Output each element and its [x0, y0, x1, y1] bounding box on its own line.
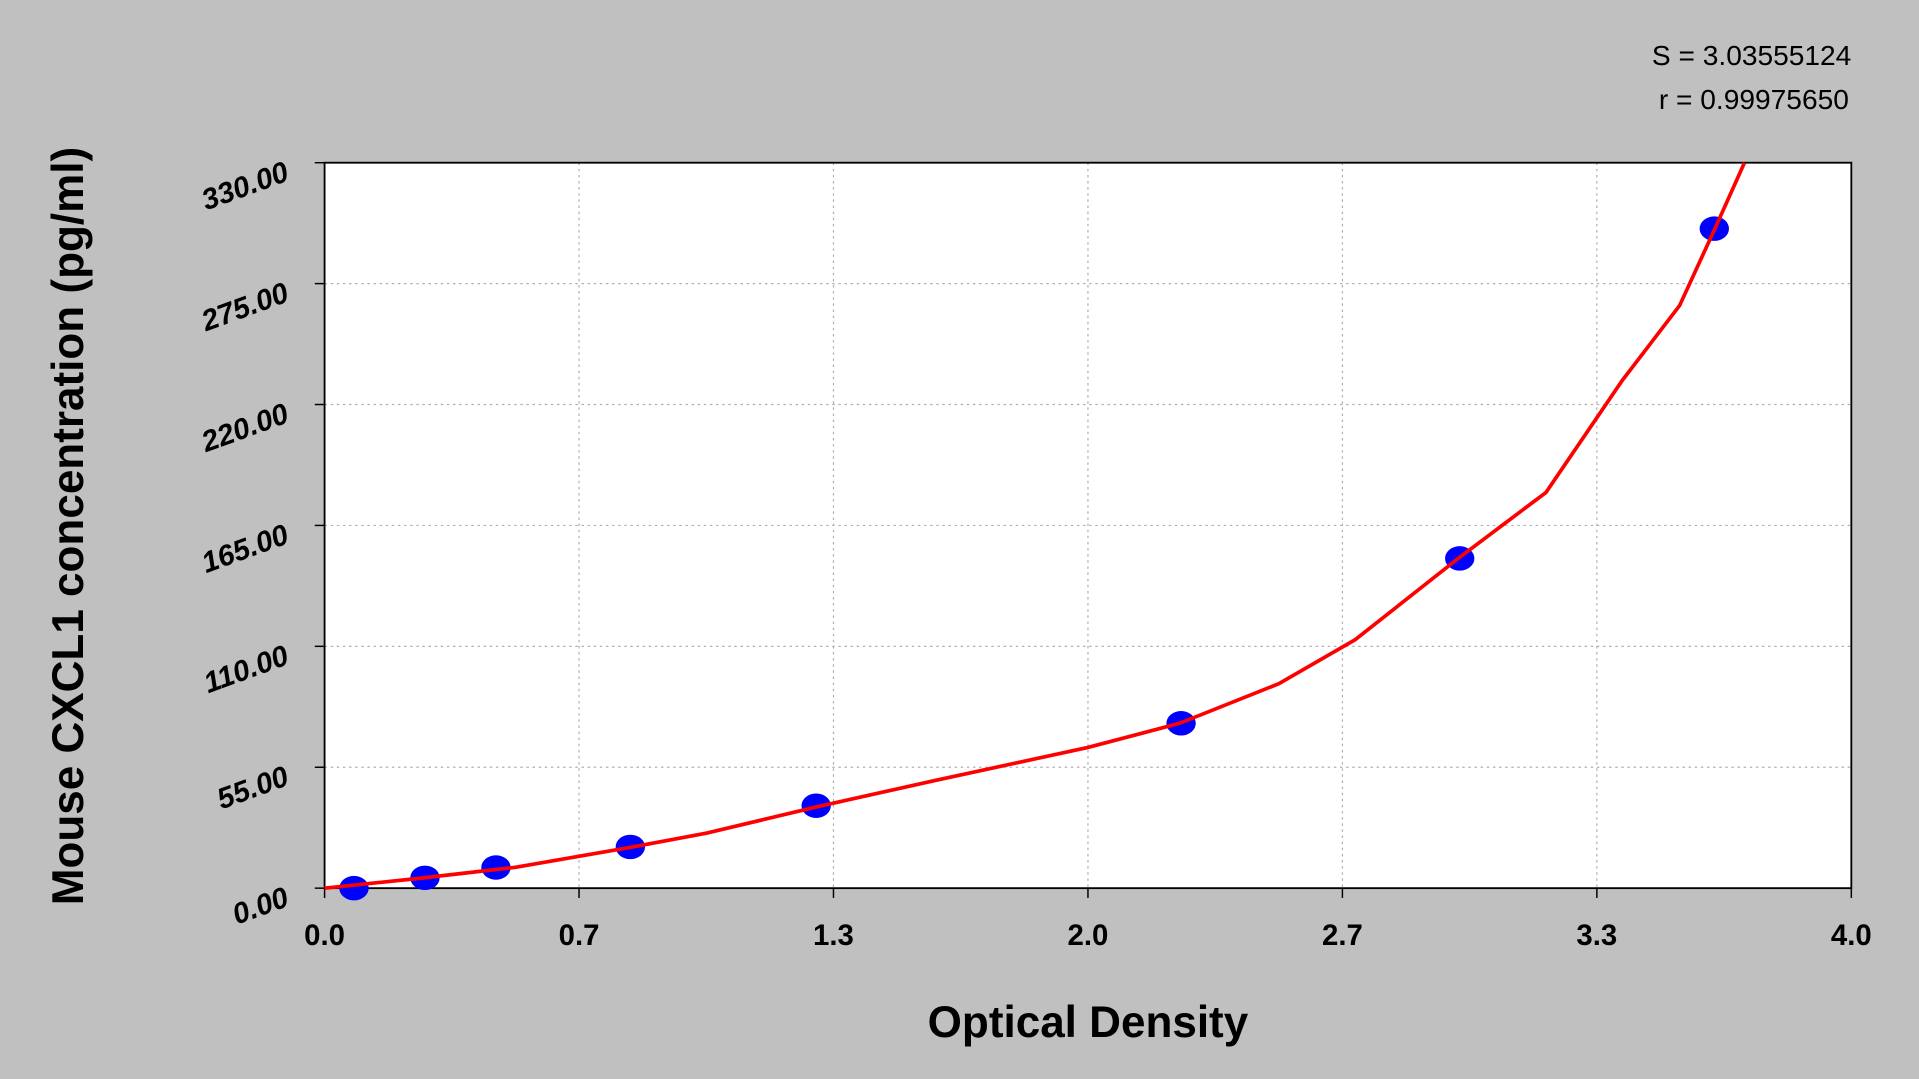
y-tick-label: 0.00: [228, 881, 294, 932]
annotation: r = 0.99975650: [1659, 84, 1849, 115]
x-tick-label: 0.7: [559, 919, 600, 952]
plot-frame: [323, 161, 1853, 890]
x-tick-label: 0.0: [304, 919, 345, 952]
data-point: [481, 855, 511, 880]
x-tick-label: 1.3: [813, 919, 854, 952]
x-tick-label: 3.3: [1576, 919, 1617, 952]
x-tick-label: 2.0: [1068, 919, 1109, 952]
y-axis-label: Mouse CXCL1 concentration (pg/ml): [44, 147, 93, 905]
fit-curve: [324, 161, 1747, 890]
x-axis-label: Optical Density: [928, 998, 1249, 1047]
y-tick-label: 330.00: [197, 155, 293, 217]
y-tick-label: 220.00: [196, 397, 293, 459]
y-tick-label: 55.00: [213, 760, 294, 816]
data-point: [339, 875, 369, 901]
y-tick-label: 110.00: [199, 639, 293, 700]
annotation: S = 3.03555124: [1652, 40, 1851, 71]
y-tick-label: 165.00: [197, 518, 293, 580]
y-tick-label: 275.00: [196, 276, 293, 338]
x-tick-label: 2.7: [1322, 919, 1363, 952]
x-tick-label: 4.0: [1831, 919, 1872, 952]
